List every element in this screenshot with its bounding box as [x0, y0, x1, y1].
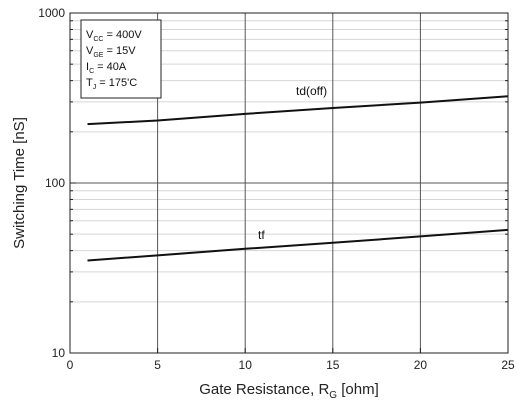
condition-vcc: VCC = 400V: [86, 29, 142, 43]
x-tick-label: 0: [67, 358, 74, 372]
x-tick-label: 15: [326, 358, 340, 372]
condition-ic: IC = 40A: [86, 61, 127, 75]
series-line-tdoff: [87, 95, 509, 126]
y-tick-label: 100: [45, 176, 65, 190]
x-tick-label: 10: [239, 358, 253, 372]
x-tick-label: 25: [501, 358, 515, 372]
y-tick-label: 1000: [38, 6, 65, 20]
y-axis-title: Switching Time [nS]: [11, 117, 28, 249]
tick-marks: [69, 12, 509, 354]
x-tick-label: 20: [414, 358, 428, 372]
conditions-box-frame: [80, 19, 162, 99]
x-axis-title: Gate Resistance, RG [ohm]: [199, 381, 379, 401]
conditions-box: VCC = 400V VGE = 15V IC = 40A TJ = 175'C: [80, 19, 162, 99]
tick-labels: 0 5 10 15 20 25 10 100 1000: [38, 6, 515, 372]
series-line-tf: [87, 228, 509, 262]
series-label-tf: tf: [258, 228, 265, 242]
series-label-tdoff: td(off): [296, 84, 327, 98]
series-layer: [87, 95, 509, 262]
major-gridlines: [70, 13, 508, 353]
y-tick-label: 10: [52, 346, 66, 360]
condition-vge: VGE = 15V: [86, 45, 136, 59]
x-tick-label: 5: [154, 358, 161, 372]
condition-tj: TJ = 175'C: [86, 77, 137, 91]
